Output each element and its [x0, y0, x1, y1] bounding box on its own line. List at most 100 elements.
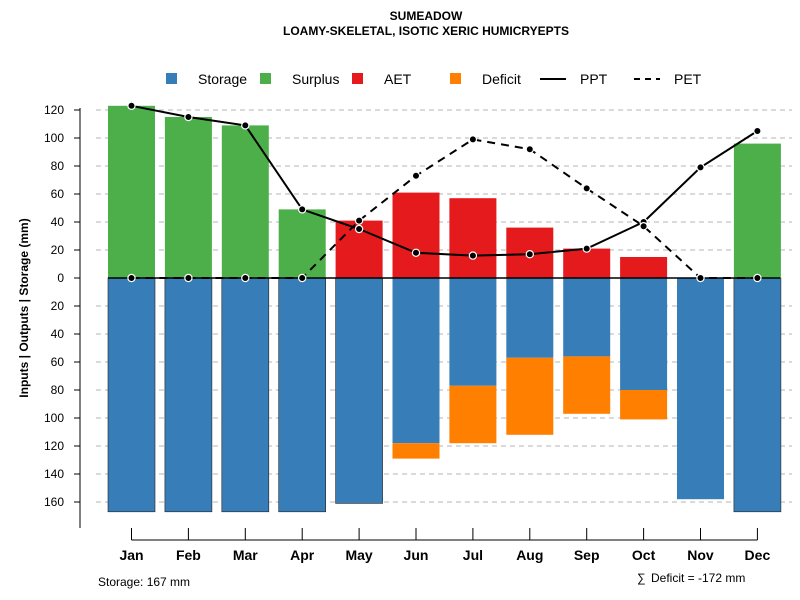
storage-bar [677, 278, 724, 500]
x-tick-label: Feb [176, 547, 201, 563]
ppt-point [582, 244, 591, 253]
y-tick-label: 80 [51, 159, 65, 173]
pet-point [639, 221, 648, 231]
surplus-bar [278, 209, 326, 278]
x-tick-label: Jan [119, 547, 143, 563]
y-tick-label: 20 [51, 243, 65, 257]
storage-bar [392, 278, 440, 444]
pet-point [525, 144, 535, 154]
y-tick-label: 80 [51, 383, 65, 397]
y-tick-label: 60 [51, 187, 65, 201]
pet-point [696, 273, 705, 283]
pet-point [582, 184, 591, 193]
y-tick-label: 140 [44, 467, 64, 481]
y-tick-label: 160 [44, 495, 64, 509]
ppt-point [525, 249, 535, 259]
x-axis: Jan Feb Mar Apr May Jun Jul Aug Sep Oct Nov Dec [119, 528, 770, 563]
surplus-legend-swatch [260, 73, 271, 84]
deficit-bar [563, 356, 611, 414]
pet-line [131, 138, 758, 279]
y-tick-label: 0 [57, 271, 64, 285]
y-tick-label: 100 [44, 411, 64, 425]
pet-point [468, 135, 478, 144]
pet-point [411, 171, 421, 180]
surplus-legend-label: Surplus [292, 71, 339, 87]
x-tick-label: Oct [632, 547, 656, 563]
ppt-point [127, 101, 136, 111]
storage-legend-label: Storage [198, 71, 247, 87]
pet-point [241, 273, 250, 283]
x-tick-label: Nov [687, 547, 714, 563]
legend: Storage Surplus AET Deficit PPT PET [166, 71, 702, 87]
pet-point [127, 273, 136, 283]
storage-bar [278, 277, 327, 513]
storage-bar [733, 277, 782, 513]
deficit-bar [449, 385, 497, 444]
gridlines [96, 109, 792, 503]
deficit-bar [620, 390, 668, 420]
surplus-bar [221, 125, 269, 279]
aet-bar [563, 248, 611, 278]
x-tick-label: Mar [233, 547, 258, 563]
ppt-point [411, 248, 421, 257]
y-tick-label: 40 [51, 327, 65, 341]
chart-subtitle: LOAMY-SKELETAL, ISOTIC XERIC HUMICRYEPTS [283, 24, 569, 38]
y-tick-label: 60 [51, 355, 65, 369]
pet-point [354, 216, 364, 225]
ppt-line [131, 104, 758, 257]
sum-icon: ∑ [637, 571, 646, 585]
surplus-bar [164, 117, 212, 278]
points [127, 101, 762, 283]
y-tick-label: 120 [44, 439, 64, 453]
storage-bar [620, 278, 668, 390]
storage-note: Storage: 167 mm [98, 575, 190, 589]
storage-bar [335, 277, 383, 504]
ppt-point [298, 205, 307, 214]
storage-bar [221, 277, 270, 513]
pet-point [753, 273, 762, 283]
x-tick-label: May [345, 547, 372, 563]
aet-legend-swatch [352, 73, 363, 84]
ppt-point [468, 251, 478, 260]
x-tick-label: Apr [290, 547, 315, 563]
bars [107, 105, 782, 513]
aet-legend-label: AET [384, 71, 412, 87]
storage-legend-swatch [166, 73, 177, 84]
x-tick-label: Aug [516, 547, 543, 563]
y-tick-label: 100 [44, 131, 64, 145]
surplus-bar [108, 105, 155, 278]
ppt-point [696, 163, 705, 172]
deficit-bar [506, 357, 554, 435]
ppt-point [753, 126, 762, 136]
ppt-point [354, 224, 364, 234]
storage-bar [449, 278, 497, 386]
pet-legend-label: PET [674, 71, 702, 87]
aet-bar [449, 198, 497, 278]
pet-point [298, 273, 307, 283]
storage-bar [164, 277, 213, 513]
chart-title: SUMEADOW [390, 9, 463, 23]
surplus-bar [733, 143, 781, 278]
pet-point [184, 273, 193, 283]
x-tick-label: Dec [745, 547, 771, 563]
storage-bar [107, 277, 156, 513]
y-axis: 120 100 80 60 40 20 0 20 40 60 80 100 120 140 160 [44, 103, 81, 528]
y-tick-label: 20 [51, 299, 65, 313]
y-tick-label: 120 [44, 103, 64, 117]
ppt-point [184, 112, 193, 122]
ppt-legend-label: PPT [580, 71, 608, 87]
deficit-note: Deficit = -172 mm [651, 571, 745, 585]
y-axis-label: Inputs | Outputs | Storage (mm) [17, 218, 31, 397]
storage-bar [506, 278, 554, 358]
deficit-bar [392, 443, 440, 459]
deficit-legend-label: Deficit [482, 71, 521, 87]
aet-bar [620, 257, 668, 278]
y-tick-label: 40 [51, 215, 65, 229]
lines [131, 104, 758, 279]
x-tick-label: Sep [574, 547, 600, 563]
x-tick-label: Jul [463, 547, 483, 563]
x-tick-label: Jun [404, 547, 429, 563]
deficit-legend-swatch [450, 73, 461, 84]
ppt-point [241, 121, 250, 130]
storage-bar [563, 278, 611, 357]
